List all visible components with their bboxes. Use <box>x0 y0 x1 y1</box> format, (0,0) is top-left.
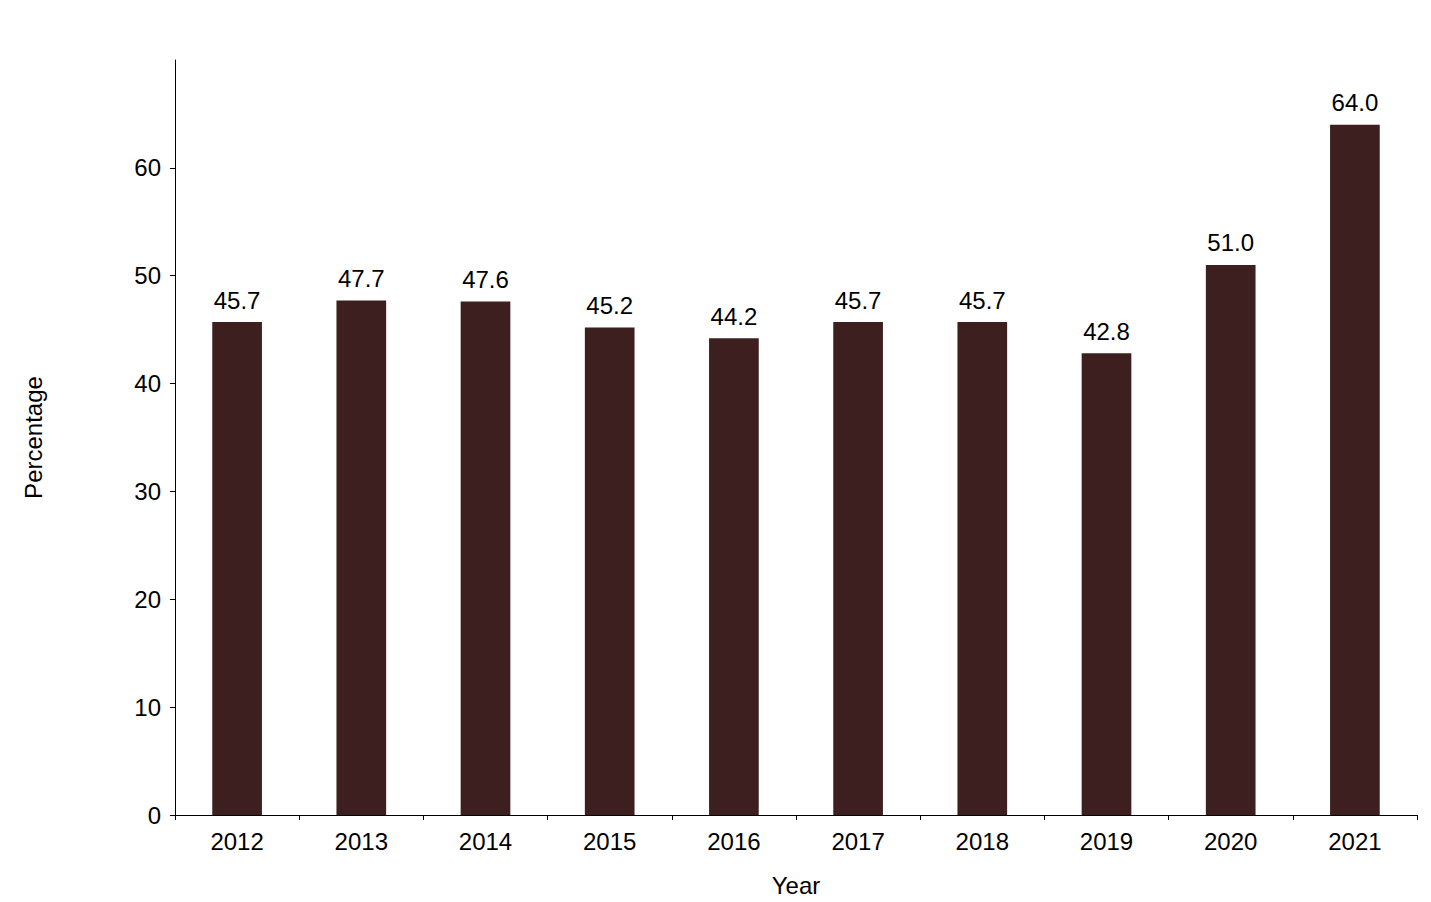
svg-text:42.8: 42.8 <box>1083 318 1130 345</box>
svg-text:Year: Year <box>772 872 821 899</box>
svg-text:2014: 2014 <box>459 828 512 855</box>
svg-text:2019: 2019 <box>1080 828 1133 855</box>
svg-text:45.7: 45.7 <box>214 287 261 314</box>
svg-text:40: 40 <box>134 370 161 397</box>
svg-text:60: 60 <box>134 154 161 181</box>
svg-text:45.7: 45.7 <box>835 287 882 314</box>
svg-text:2020: 2020 <box>1204 828 1257 855</box>
svg-text:64.0: 64.0 <box>1332 89 1379 116</box>
svg-text:0: 0 <box>148 802 161 829</box>
svg-text:2017: 2017 <box>831 828 884 855</box>
svg-text:2016: 2016 <box>707 828 760 855</box>
svg-text:Percentage: Percentage <box>20 376 47 499</box>
svg-text:47.6: 47.6 <box>462 266 509 293</box>
svg-text:2013: 2013 <box>335 828 388 855</box>
svg-text:51.0: 51.0 <box>1207 229 1254 256</box>
svg-text:50: 50 <box>134 262 161 289</box>
svg-text:10: 10 <box>134 694 161 721</box>
svg-text:20: 20 <box>134 586 161 613</box>
svg-text:2021: 2021 <box>1328 828 1381 855</box>
svg-text:30: 30 <box>134 478 161 505</box>
svg-text:45.2: 45.2 <box>586 292 633 319</box>
svg-text:47.7: 47.7 <box>338 265 385 292</box>
svg-text:2015: 2015 <box>583 828 636 855</box>
svg-text:2018: 2018 <box>956 828 1009 855</box>
svg-text:44.2: 44.2 <box>711 303 758 330</box>
svg-text:45.7: 45.7 <box>959 287 1006 314</box>
svg-text:2012: 2012 <box>210 828 263 855</box>
